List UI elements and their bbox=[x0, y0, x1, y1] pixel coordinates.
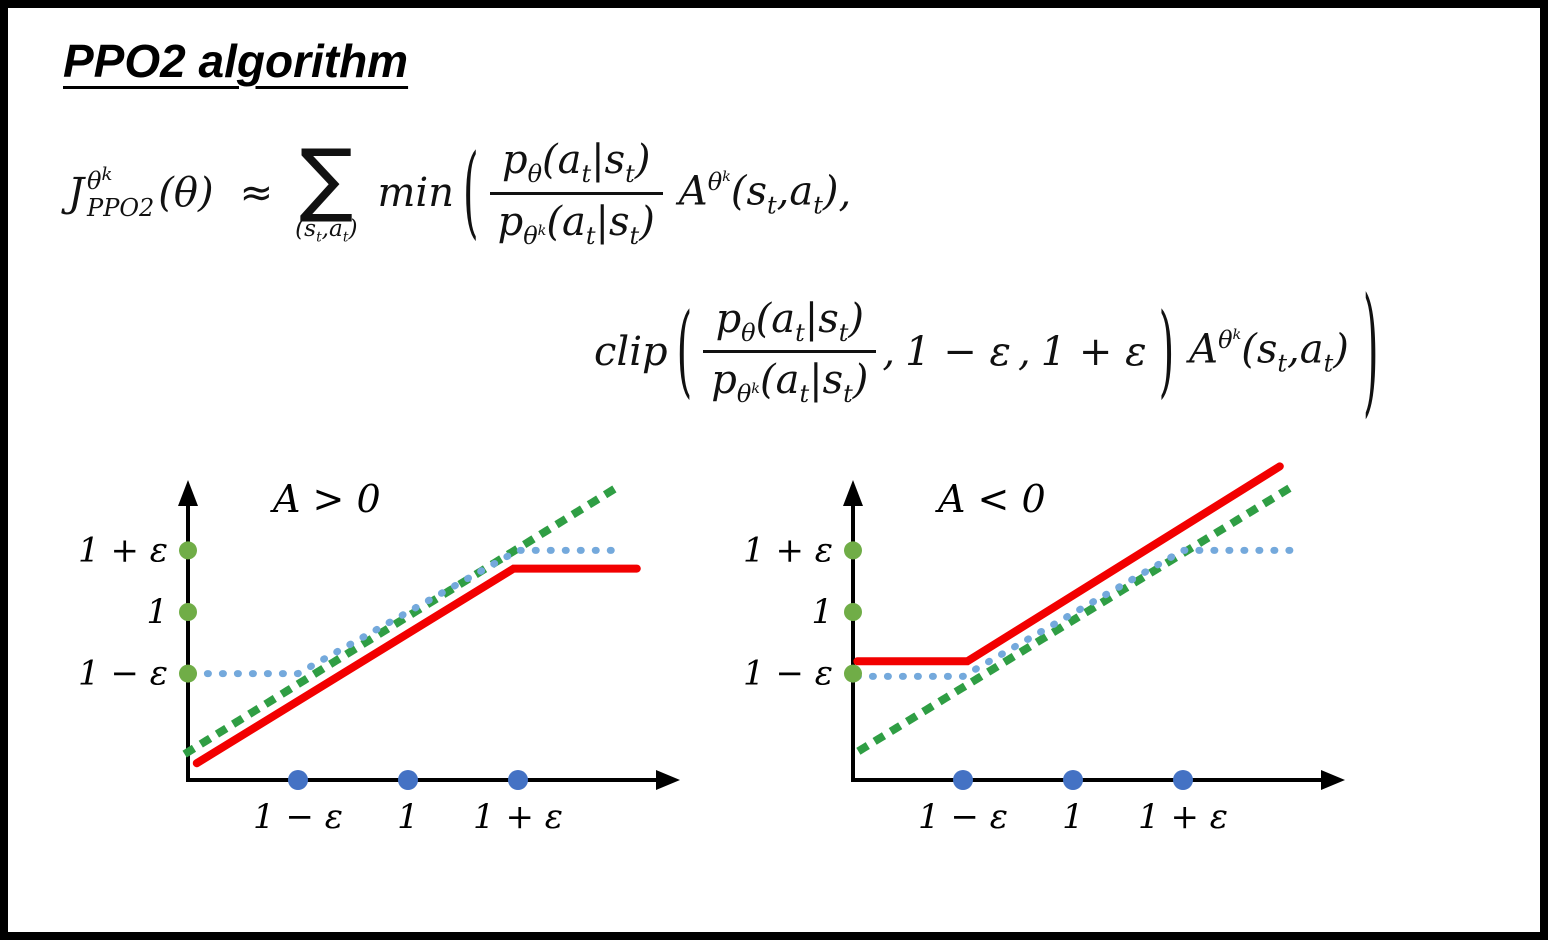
advantage-term: Aθk(st,at) bbox=[678, 167, 839, 219]
theta-argument: (θ) bbox=[158, 170, 214, 217]
ratio-numerator: pθ(at|st) bbox=[501, 137, 651, 188]
formula-line-1: J θk PPO2 (θ) ≈ ∑ (st,at) min ( pθ(at|st… bbox=[68, 136, 1384, 251]
svg-text:1: 1 bbox=[811, 592, 833, 632]
svg-text:A > 0: A > 0 bbox=[270, 477, 381, 521]
open-paren-large: ( bbox=[676, 294, 693, 410]
separator-comma: , bbox=[838, 170, 852, 217]
svg-text:1 − ε: 1 − ε bbox=[78, 654, 168, 694]
svg-text:1: 1 bbox=[146, 592, 168, 632]
svg-text:1 + ε: 1 + ε bbox=[473, 797, 563, 837]
close-paren-large: ) bbox=[1158, 294, 1175, 410]
probability-ratio: pθ(at|st) pθk(at|st) bbox=[703, 295, 877, 410]
advantage-term: Aθk(st,at) bbox=[1189, 326, 1349, 378]
svg-text:1: 1 bbox=[397, 797, 419, 837]
chart-a-positive: 1 − ε 1 1 + ε 1 + ε 1 1 − ε A > 0 bbox=[78, 477, 680, 837]
sigma-symbol: ∑ bbox=[299, 132, 354, 226]
approx-sign: ≈ bbox=[239, 170, 274, 217]
clip-upper-bound: 1 + ε bbox=[1040, 328, 1147, 375]
probability-ratio: pθ(at|st) pθk(at|st) bbox=[489, 136, 663, 251]
svg-text:1 − ε: 1 − ε bbox=[253, 797, 343, 837]
clip-function: clip bbox=[594, 328, 668, 375]
formula: J θk PPO2 (θ) ≈ ∑ (st,at) min ( pθ(at|st… bbox=[68, 136, 1384, 433]
ratio-denominator: pθk(at|st) bbox=[489, 191, 663, 251]
min-function: min bbox=[377, 170, 454, 217]
svg-text:1 + ε: 1 + ε bbox=[78, 530, 168, 570]
page-title: PPO2 algorithm bbox=[63, 35, 409, 87]
ratio-denominator: pθk(at|st) bbox=[703, 350, 877, 409]
open-paren-large: ( bbox=[462, 135, 479, 251]
summation: ∑ (st,at) bbox=[295, 132, 358, 246]
chart-a-negative: 1 − ε 1 1 + ε 1 + ε 1 1 − ε A < 0 bbox=[743, 462, 1345, 837]
svg-text:1 + ε: 1 + ε bbox=[743, 530, 833, 570]
svg-text:1 − ε: 1 − ε bbox=[743, 654, 833, 694]
ratio-numerator: pθ(at|st) bbox=[715, 295, 865, 347]
formula-line-2: clip ( pθ(at|st) pθk(at|st) , 1 − ε , 1 … bbox=[594, 271, 1379, 433]
summation-index: (st,at) bbox=[295, 215, 358, 246]
clip-lower-bound: 1 − ε bbox=[905, 328, 1011, 375]
objective-symbol: J θk PPO2 bbox=[68, 163, 155, 222]
svg-text:1 + ε: 1 + ε bbox=[1138, 797, 1228, 837]
svg-text:1: 1 bbox=[1062, 797, 1084, 837]
close-paren-outer: ) bbox=[1362, 271, 1379, 433]
svg-text:A < 0: A < 0 bbox=[935, 477, 1046, 521]
svg-text:1 − ε: 1 − ε bbox=[918, 797, 1008, 837]
